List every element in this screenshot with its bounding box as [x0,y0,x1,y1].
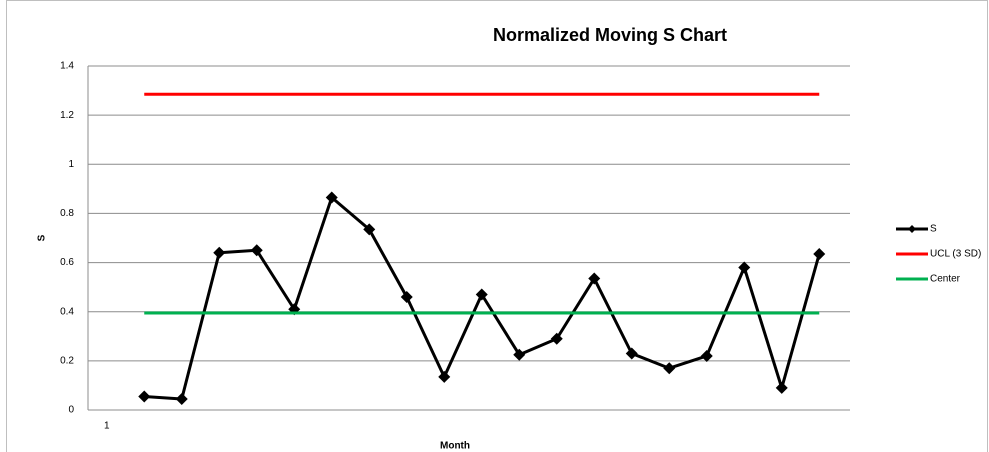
marker [700,349,713,362]
legend-marker [908,225,916,233]
marker [813,247,826,260]
y-axis-label: S [37,234,48,241]
marker [138,390,151,403]
y-tick-label: 1 [68,159,74,170]
marker [588,272,601,285]
marker [663,362,676,375]
chart-border [6,0,988,452]
marker [250,244,263,257]
y-tick-label: 0 [68,405,74,416]
marker [363,223,376,236]
legend-label: Center [930,274,961,285]
marker [475,288,488,301]
marker [775,381,788,394]
marker [213,246,226,259]
y-tick-label: 0.4 [60,306,74,317]
marker [738,261,751,274]
marker [550,332,563,345]
marker [325,191,338,204]
y-tick-label: 1.2 [60,110,74,121]
y-tick-label: 0.2 [60,355,74,366]
marker [513,348,526,361]
y-tick-label: 1.4 [60,61,74,72]
y-tick-label: 0.6 [60,257,74,268]
x-axis-label: Month [440,441,470,452]
marker [438,370,451,383]
legend-label: S [930,224,937,235]
x-tick-label: 1 [104,421,110,432]
marker [400,290,413,303]
legend-label: UCL (3 SD) [930,249,981,260]
chart-title: Normalized Moving S Chart [493,25,727,45]
marker [175,392,188,405]
marker [625,347,638,360]
y-tick-label: 0.8 [60,208,74,219]
